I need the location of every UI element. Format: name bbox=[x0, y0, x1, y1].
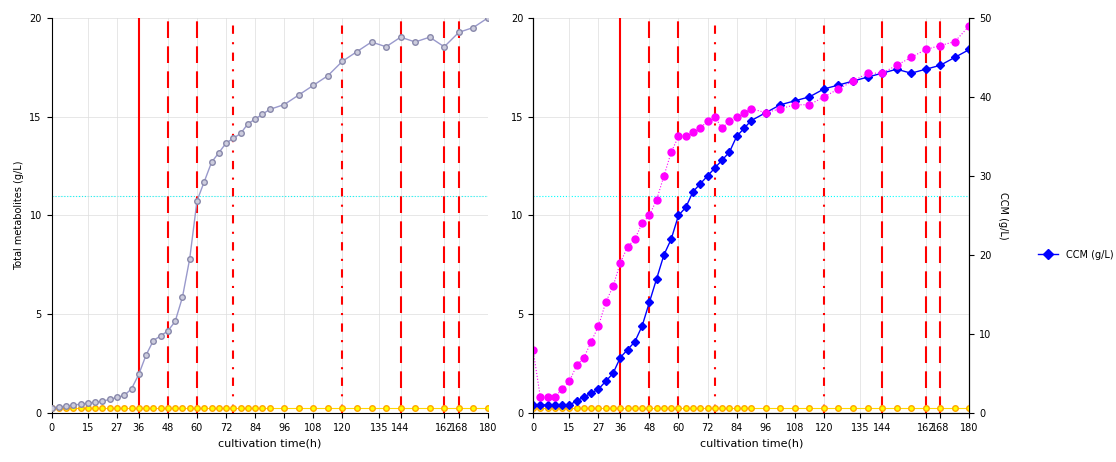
Y-axis label: Total metabolites (g/L): Total metabolites (g/L) bbox=[13, 161, 23, 270]
CCM (g/L) bbox=[730, 134, 743, 139]
CCM (g/L) bbox=[548, 402, 561, 407]
CCM (g/L) bbox=[831, 82, 845, 88]
CCM (g/L) bbox=[701, 173, 714, 179]
X-axis label: cultivation time(h): cultivation time(h) bbox=[700, 438, 802, 448]
CCM (g/L) bbox=[715, 157, 729, 163]
CCM (g/L) bbox=[562, 402, 576, 407]
CCM (g/L) bbox=[527, 402, 540, 407]
CCM (g/L) bbox=[934, 62, 947, 68]
CCM (g/L) bbox=[556, 402, 569, 407]
CCM (g/L) bbox=[570, 398, 584, 404]
CCM (g/L) bbox=[949, 55, 962, 60]
CCM (g/L) bbox=[920, 67, 933, 72]
CCM (g/L) bbox=[635, 323, 648, 329]
CCM (g/L) bbox=[620, 347, 634, 353]
Y-axis label: CCM (g/L): CCM (g/L) bbox=[998, 192, 1008, 239]
CCM (g/L) bbox=[963, 47, 976, 52]
Line: CCM (g/L): CCM (g/L) bbox=[530, 47, 972, 407]
CCM (g/L) bbox=[788, 98, 801, 103]
CCM (g/L) bbox=[614, 355, 627, 360]
Legend: CCM (g/L): CCM (g/L) bbox=[1035, 246, 1116, 264]
CCM (g/L) bbox=[846, 78, 859, 84]
CCM (g/L) bbox=[664, 236, 677, 242]
X-axis label: cultivation time(h): cultivation time(h) bbox=[218, 438, 321, 448]
CCM (g/L) bbox=[723, 149, 737, 155]
CCM (g/L) bbox=[817, 86, 830, 92]
CCM (g/L) bbox=[875, 70, 888, 76]
CCM (g/L) bbox=[643, 299, 656, 305]
CCM (g/L) bbox=[657, 252, 671, 258]
CCM (g/L) bbox=[773, 102, 787, 108]
CCM (g/L) bbox=[628, 339, 642, 345]
CCM (g/L) bbox=[759, 110, 772, 116]
CCM (g/L) bbox=[672, 213, 685, 218]
CCM (g/L) bbox=[686, 189, 700, 195]
CCM (g/L) bbox=[650, 276, 663, 281]
CCM (g/L) bbox=[889, 67, 903, 72]
CCM (g/L) bbox=[599, 378, 613, 384]
CCM (g/L) bbox=[591, 386, 605, 392]
CCM (g/L) bbox=[904, 70, 917, 76]
CCM (g/L) bbox=[585, 390, 598, 396]
CCM (g/L) bbox=[679, 205, 692, 210]
CCM (g/L) bbox=[709, 165, 722, 171]
CCM (g/L) bbox=[694, 181, 708, 187]
CCM (g/L) bbox=[606, 371, 619, 376]
CCM (g/L) bbox=[738, 126, 751, 131]
CCM (g/L) bbox=[860, 74, 874, 80]
CCM (g/L) bbox=[802, 94, 816, 100]
CCM (g/L) bbox=[744, 118, 758, 123]
CCM (g/L) bbox=[577, 394, 590, 400]
CCM (g/L) bbox=[533, 402, 547, 407]
CCM (g/L) bbox=[541, 402, 555, 407]
